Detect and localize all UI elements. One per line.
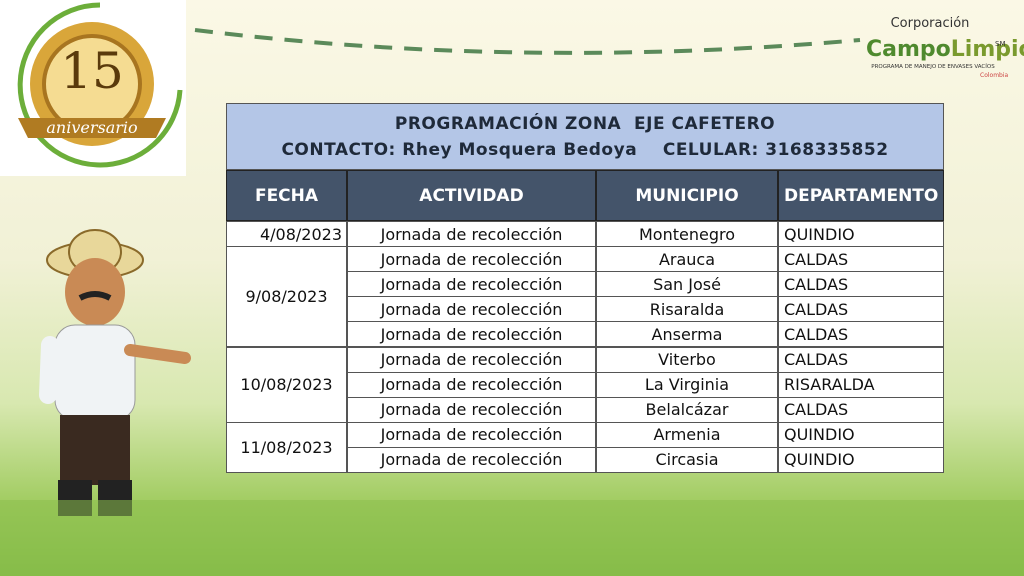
logo-top: Corporación	[891, 16, 970, 31]
column-header: FECHA	[226, 170, 347, 221]
municipality-cell: Armenia	[596, 421, 778, 448]
department-cell: CALDAS	[778, 396, 944, 423]
badge-ring	[17, 2, 183, 168]
department-cell: QUINDIO	[778, 221, 944, 248]
date-cell: 9/08/2023	[226, 246, 347, 348]
grass	[0, 500, 1024, 576]
activity-cell: Jornada de recolección	[347, 371, 596, 398]
department-cell: CALDAS	[778, 271, 944, 298]
column-header: ACTIVIDAD	[347, 170, 596, 221]
municipality-cell: Circasia	[596, 446, 778, 473]
logo-name: CampoLimpio	[866, 37, 1024, 62]
municipality-cell: La Virginia	[596, 371, 778, 398]
department-cell: CALDAS	[778, 296, 944, 323]
activity-cell: Jornada de recolección	[347, 221, 596, 248]
table-contact: CONTACTO: Rhey Mosquera Bedoya CELULAR: …	[281, 139, 889, 160]
table-title: PROGRAMACIÓN ZONA EJE CAFETERO	[394, 113, 776, 134]
dashed-path	[194, 28, 861, 55]
date-cell: 11/08/2023	[226, 421, 347, 473]
department-cell: RISARALDA	[778, 371, 944, 398]
column-header: DEPARTAMENTO	[778, 170, 944, 221]
date-cell: 10/08/2023	[226, 346, 347, 423]
activity-cell: Jornada de recolección	[347, 296, 596, 323]
badge-ribbon	[18, 118, 166, 138]
activity-cell: Jornada de recolección	[347, 396, 596, 423]
department-cell: QUINDIO	[778, 446, 944, 473]
table-banner: PROGRAMACIÓN ZONA EJE CAFETERO CONTACTO: …	[226, 103, 944, 170]
logo-name-b: Limpio	[951, 37, 1024, 62]
activity-cell: Jornada de recolección	[347, 421, 596, 448]
badge-label: aniversario	[46, 118, 137, 137]
activity-cell: Jornada de recolección	[347, 246, 596, 273]
department-cell: CALDAS	[778, 321, 944, 348]
municipality-cell: Risaralda	[596, 296, 778, 323]
activity-cell: Jornada de recolección	[347, 271, 596, 298]
municipality-cell: Montenegro	[596, 221, 778, 248]
column-header: MUNICIPIO	[596, 170, 778, 221]
farmer	[39, 229, 191, 516]
logo-mark: SM	[995, 40, 1005, 48]
activity-cell: Jornada de recolección	[347, 446, 596, 473]
logo-country: Colombia	[980, 72, 1009, 79]
municipality-cell: Arauca	[596, 246, 778, 273]
municipality-cell: Belalcázar	[596, 396, 778, 423]
department-cell: QUINDIO	[778, 421, 944, 448]
activity-cell: Jornada de recolección	[347, 321, 596, 348]
municipality-cell: San José	[596, 271, 778, 298]
department-cell: CALDAS	[778, 346, 944, 373]
logo-tagline: PROGRAMA DE MANEJO DE ENVASES VACÍOS	[871, 63, 995, 70]
activity-cell: Jornada de recolección	[347, 346, 596, 373]
department-cell: CALDAS	[778, 246, 944, 273]
municipality-cell: Anserma	[596, 321, 778, 348]
date-cell: 4/08/2023	[226, 221, 347, 248]
badge-number: 15	[60, 42, 124, 100]
logo-name-a: Campo	[866, 37, 951, 62]
municipality-cell: Viterbo	[596, 346, 778, 373]
